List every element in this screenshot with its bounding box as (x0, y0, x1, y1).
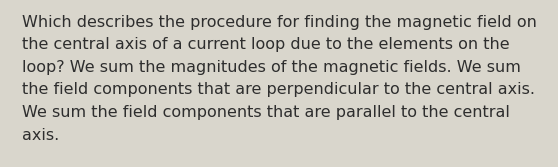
Text: Which describes the procedure for finding the magnetic field on: Which describes the procedure for findin… (22, 15, 537, 30)
Text: the field components that are perpendicular to the central axis.: the field components that are perpendicu… (22, 82, 535, 98)
Text: We sum the field components that are parallel to the central: We sum the field components that are par… (22, 105, 510, 120)
Text: the central axis of a current loop due to the elements on the: the central axis of a current loop due t… (22, 38, 509, 52)
Text: axis.: axis. (22, 127, 59, 142)
Text: loop? We sum the magnitudes of the magnetic fields. We sum: loop? We sum the magnitudes of the magne… (22, 60, 521, 75)
